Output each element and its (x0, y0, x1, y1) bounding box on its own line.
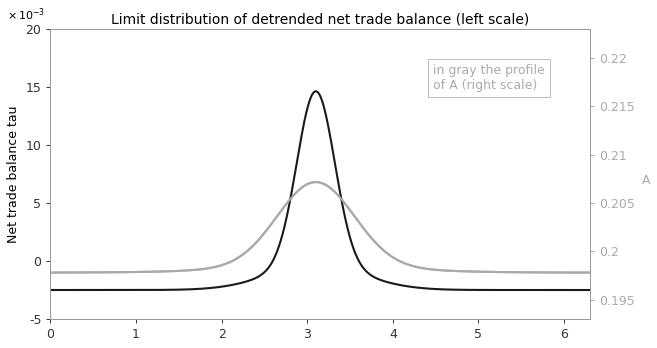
Text: $\times\,10^{-3}$: $\times\,10^{-3}$ (7, 7, 45, 23)
Y-axis label: Net trade balance tau: Net trade balance tau (7, 105, 20, 243)
Title: Limit distribution of detrended net trade balance (left scale): Limit distribution of detrended net trad… (111, 12, 530, 26)
Y-axis label: A: A (641, 174, 650, 187)
Text: in gray the profile
of A (right scale): in gray the profile of A (right scale) (434, 64, 545, 92)
